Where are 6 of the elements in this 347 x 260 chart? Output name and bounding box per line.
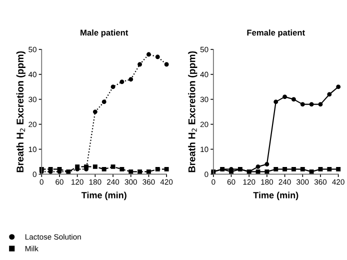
chart-title: Female patient <box>247 29 305 38</box>
x-axis-title: Time (min) <box>81 192 126 200</box>
y-axis-title: Breath H$_{2}$ Excretion (ppm) <box>188 51 198 172</box>
x-axis-title: Time (min) <box>253 192 298 200</box>
y-axis-title: Breath H$_{2}$ Excretion (ppm) <box>16 51 26 172</box>
chart-title: Male patient <box>80 29 128 38</box>
